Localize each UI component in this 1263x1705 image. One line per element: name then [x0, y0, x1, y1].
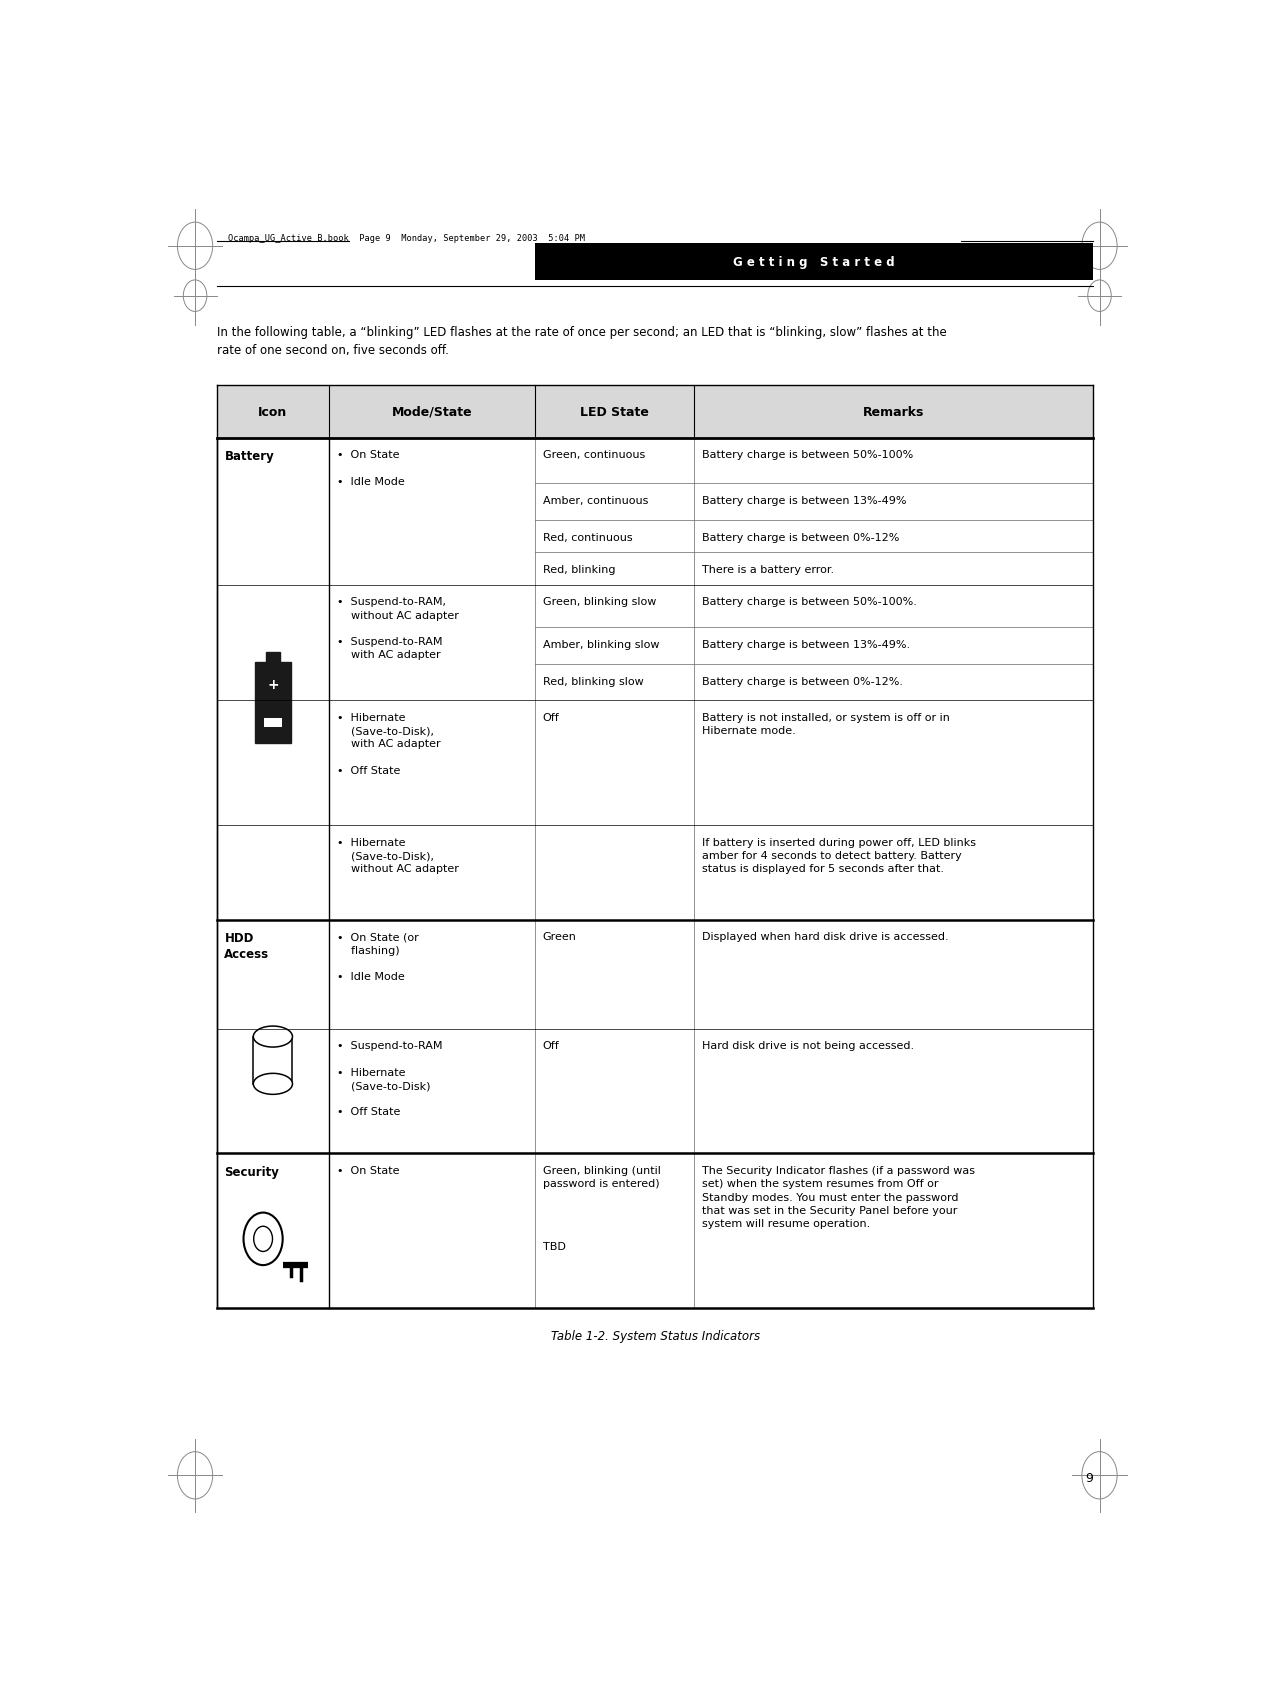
Bar [264, 718, 282, 728]
Text: Green, blinking slow: Green, blinking slow [543, 597, 655, 607]
Text: Battery charge is between 50%-100%.: Battery charge is between 50%-100%. [702, 597, 917, 607]
Text: Battery charge is between 13%-49%: Battery charge is between 13%-49% [702, 496, 907, 506]
Text: Red, continuous: Red, continuous [543, 532, 633, 542]
Text: Battery charge is between 50%-100%: Battery charge is between 50%-100% [702, 450, 913, 460]
Text: •  Hibernate
    (Save-to-Disk),
    without AC adapter: • Hibernate (Save-to-Disk), without AC a… [337, 837, 458, 873]
Text: Displayed when hard disk drive is accessed.: Displayed when hard disk drive is access… [702, 933, 949, 941]
Text: Remarks: Remarks [863, 406, 925, 418]
Text: The Security Indicator flashes (if a password was
set) when the system resumes f: The Security Indicator flashes (if a pas… [702, 1166, 975, 1228]
Text: •  On State (or
    flashing)

•  Idle Mode: • On State (or flashing) • Idle Mode [337, 933, 419, 982]
Bar [255, 662, 290, 743]
Bar [534, 244, 1092, 281]
Ellipse shape [254, 1074, 293, 1095]
Text: Hard disk drive is not being accessed.: Hard disk drive is not being accessed. [702, 1040, 914, 1050]
Text: Red, blinking slow: Red, blinking slow [543, 677, 643, 687]
Text: LED State: LED State [580, 406, 649, 418]
Text: Battery: Battery [225, 450, 274, 464]
Text: Battery charge is between 0%-12%.: Battery charge is between 0%-12%. [702, 677, 903, 687]
Text: HDD
Access: HDD Access [225, 933, 269, 962]
Text: •  Suspend-to-RAM

•  Hibernate
    (Save-to-Disk)

•  Off State: • Suspend-to-RAM • Hibernate (Save-to-Di… [337, 1040, 442, 1117]
Text: There is a battery error.: There is a battery error. [702, 564, 835, 575]
Text: •  Suspend-to-RAM,
    without AC adapter

•  Suspend-to-RAM
    with AC adapter: • Suspend-to-RAM, without AC adapter • S… [337, 597, 458, 660]
Text: Amber, continuous: Amber, continuous [543, 496, 648, 506]
Text: Icon: Icon [258, 406, 288, 418]
Text: Mode/State: Mode/State [392, 406, 472, 418]
Circle shape [254, 1226, 273, 1251]
Ellipse shape [254, 1026, 293, 1047]
Text: Table 1-2. System Status Indicators: Table 1-2. System Status Indicators [551, 1330, 759, 1344]
Text: •  On State: • On State [337, 1166, 399, 1176]
Text: Battery charge is between 13%-49%.: Battery charge is between 13%-49%. [702, 639, 911, 650]
Text: Off: Off [543, 1040, 560, 1050]
Text: +: + [266, 677, 279, 691]
Text: Battery charge is between 0%-12%: Battery charge is between 0%-12% [702, 532, 899, 542]
Text: Green: Green [543, 933, 576, 941]
Circle shape [244, 1212, 283, 1265]
Text: TBD: TBD [543, 1241, 566, 1251]
Text: •  On State

•  Idle Mode: • On State • Idle Mode [337, 450, 404, 486]
Bar [265, 653, 280, 662]
Text: Off: Off [543, 713, 560, 723]
Text: In the following table, a “blinking” LED flashes at the rate of once per second;: In the following table, a “blinking” LED… [217, 326, 946, 356]
Bar [217, 385, 1092, 438]
Text: Ocampa_UG_Active B.book  Page 9  Monday, September 29, 2003  5:04 PM: Ocampa_UG_Active B.book Page 9 Monday, S… [229, 234, 585, 242]
Text: Battery is not installed, or system is off or in
Hibernate mode.: Battery is not installed, or system is o… [702, 713, 950, 737]
Text: 9: 9 [1085, 1471, 1092, 1485]
Text: Amber, blinking slow: Amber, blinking slow [543, 639, 659, 650]
Text: Red, blinking: Red, blinking [543, 564, 615, 575]
Text: G e t t i n g   S t a r t e d: G e t t i n g S t a r t e d [733, 256, 894, 269]
Bar [254, 1037, 293, 1084]
Text: Green, continuous: Green, continuous [543, 450, 645, 460]
Text: Security: Security [225, 1166, 279, 1178]
Text: If battery is inserted during power off, LED blinks
amber for 4 seconds to detec: If battery is inserted during power off,… [702, 837, 976, 873]
Text: •  Hibernate
    (Save-to-Disk),
    with AC adapter

•  Off State: • Hibernate (Save-to-Disk), with AC adap… [337, 713, 441, 776]
Text: Green, blinking (until
password is entered): Green, blinking (until password is enter… [543, 1166, 661, 1188]
